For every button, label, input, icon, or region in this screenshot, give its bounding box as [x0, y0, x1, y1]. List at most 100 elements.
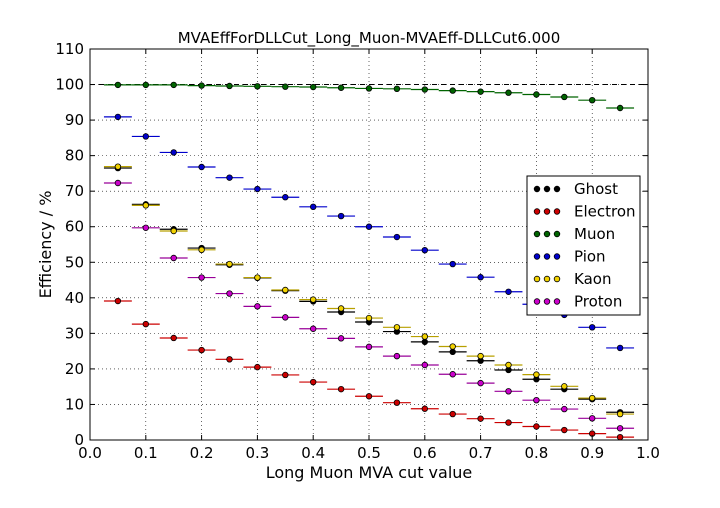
x-tick-label: 0.2: [190, 444, 214, 462]
series-electron: [103, 297, 635, 441]
legend-entry-label: Ghost: [574, 180, 618, 198]
data-point: [393, 324, 401, 331]
series-pion: [103, 113, 635, 352]
data-point: [226, 290, 233, 297]
data-point: [589, 394, 596, 402]
legend-marker: [533, 298, 541, 305]
data-point: [505, 89, 512, 96]
legend-marker: [543, 253, 551, 260]
data-point: [393, 399, 401, 406]
data-point: [142, 320, 149, 328]
data-point: [170, 81, 177, 89]
data-point: [505, 388, 512, 395]
legend-entry-label: Proton: [574, 293, 622, 311]
legend-marker: [553, 208, 561, 215]
y-tick-label: 90: [65, 111, 84, 129]
data-point: [282, 286, 289, 294]
data-point: [114, 81, 122, 89]
data-point: [421, 361, 428, 369]
data-point: [310, 378, 317, 386]
data-point: [477, 415, 484, 422]
chart-title: MVAEffForDLLCut_Long_Muon-MVAEff-DLLCut6…: [178, 29, 561, 48]
data-point: [449, 343, 456, 350]
data-point: [365, 223, 373, 230]
data-point: [282, 83, 289, 90]
data-point: [533, 91, 540, 98]
x-tick-label: 0.8: [524, 444, 548, 462]
data-point: [505, 361, 512, 369]
y-tick-label: 30: [65, 324, 84, 342]
data-point: [254, 274, 261, 281]
data-point: [477, 88, 484, 95]
data-point: [561, 426, 568, 434]
legend-entry-label: Muon: [574, 225, 615, 243]
data-point: [449, 410, 456, 418]
legend-entry-label: Electron: [574, 203, 636, 221]
data-point: [142, 81, 149, 89]
data-point: [616, 344, 624, 352]
data-point: [254, 303, 261, 310]
data-point: [449, 371, 456, 378]
data-point: [393, 233, 401, 241]
legend-marker: [553, 298, 561, 305]
series-layer: [103, 81, 635, 441]
data-point: [170, 227, 177, 235]
data-point: [282, 194, 289, 201]
x-tick-label: 0.1: [134, 444, 158, 462]
legend-marker: [553, 275, 561, 283]
data-point: [310, 203, 317, 211]
data-point: [310, 296, 317, 303]
data-point: [365, 393, 373, 400]
legend: Ghost Electron Muon Pion Kaon Proton: [526, 175, 641, 316]
data-point: [198, 346, 205, 354]
legend-marker: [553, 253, 561, 260]
data-point: [449, 87, 456, 94]
data-point: [226, 260, 233, 268]
y-tick-label: 110: [55, 40, 84, 58]
data-point: [114, 179, 122, 187]
data-point: [616, 433, 624, 441]
y-tick-label: 10: [65, 395, 84, 413]
data-point: [477, 274, 484, 281]
data-point: [114, 113, 122, 121]
series-muon: [103, 81, 635, 112]
y-tick-label: 0: [74, 431, 84, 449]
data-point: [337, 84, 345, 91]
data-point: [561, 383, 568, 390]
data-point: [421, 333, 428, 340]
x-tick-label: 0.4: [301, 444, 325, 462]
data-point: [170, 334, 177, 342]
data-point: [561, 93, 568, 101]
y-tick-label: 20: [65, 360, 84, 378]
data-point: [616, 425, 624, 432]
data-point: [142, 224, 149, 231]
y-tick-label: 100: [55, 76, 84, 94]
x-tick-label: 0.0: [78, 444, 102, 462]
tick-layer: 0.0 0.1 0.2 0.3 0.4 0.5 0.6 0.7 0.8 0.9 1.0 0 10 20 30…: [55, 40, 660, 462]
data-point: [114, 297, 122, 305]
legend-marker: [553, 230, 561, 238]
data-point: [337, 305, 345, 312]
y-tick-label: 80: [65, 147, 84, 165]
data-point: [393, 352, 401, 360]
legend-marker: [533, 275, 541, 283]
data-point: [616, 104, 624, 112]
data-point: [533, 423, 540, 430]
data-point: [421, 338, 428, 346]
data-point: [477, 379, 484, 387]
legend-marker: [543, 298, 551, 305]
legend-marker: [553, 185, 561, 193]
data-point: [142, 133, 149, 140]
x-tick-label: 0.9: [580, 444, 604, 462]
legend-box: [526, 175, 641, 316]
y-tick-label: 40: [65, 289, 84, 307]
legend-marker: [533, 208, 541, 215]
x-tick-label: 0.6: [413, 444, 437, 462]
data-point: [533, 371, 540, 378]
data-point: [310, 83, 317, 91]
legend-marker: [543, 275, 551, 283]
data-point: [198, 82, 205, 89]
data-point: [170, 149, 177, 156]
data-point: [589, 415, 596, 422]
